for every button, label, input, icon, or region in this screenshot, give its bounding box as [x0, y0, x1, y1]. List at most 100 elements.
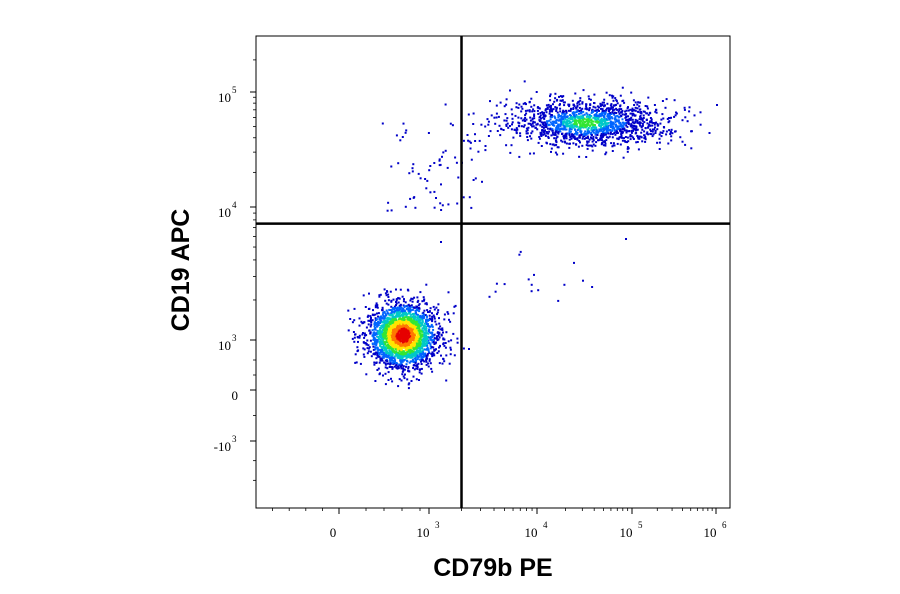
event-dot: [391, 318, 394, 321]
event-dot: [429, 307, 432, 310]
event-dot: [388, 349, 391, 352]
event-dot: [517, 116, 520, 119]
event-dot: [390, 357, 393, 360]
event-dot: [519, 134, 522, 137]
event-dot: [389, 322, 391, 325]
event-dot: [389, 321, 392, 324]
event-dot: [401, 357, 404, 360]
event-dot: [442, 331, 444, 334]
event-dot: [419, 316, 422, 318]
event-dot: [407, 349, 410, 352]
event-dot: [404, 373, 406, 376]
event-dot: [555, 126, 558, 129]
event-dot: [421, 327, 424, 330]
event-dot: [456, 337, 459, 340]
event-dot: [564, 135, 567, 138]
event-dot: [629, 135, 632, 138]
event-dot: [503, 105, 506, 108]
event-dot: [574, 117, 577, 119]
event-dot: [517, 106, 520, 109]
event-dot: [383, 337, 386, 340]
event-dot: [389, 356, 392, 359]
event-dot: [590, 111, 593, 114]
event-dot: [376, 354, 379, 357]
event-dot: [386, 362, 389, 365]
event-dot: [557, 132, 560, 135]
event-dot: [414, 329, 417, 332]
event-dot: [556, 128, 559, 131]
event-dot: [381, 309, 384, 312]
event-dot: [585, 107, 588, 110]
event-dot: [392, 359, 395, 362]
event-dot: [578, 119, 581, 122]
event-dot: [557, 127, 560, 130]
event-dot: [406, 378, 409, 381]
event-dot: [390, 348, 393, 351]
event-dot: [587, 127, 590, 130]
event-dot: [551, 123, 554, 126]
event-dot: [565, 109, 567, 112]
event-dot: [363, 336, 366, 339]
event-dot: [564, 121, 567, 124]
event-dot: [466, 134, 469, 136]
event-dot: [613, 144, 616, 147]
event-dot: [411, 351, 414, 354]
event-dot: [679, 136, 682, 139]
event-dot: [595, 129, 598, 132]
event-dot: [617, 120, 620, 123]
event-dot: [518, 155, 521, 158]
event-dot: [601, 135, 604, 138]
event-dot: [441, 204, 444, 207]
event-dot: [669, 133, 672, 135]
event-dot: [404, 319, 407, 322]
event-dot: [593, 117, 596, 120]
event-dot: [399, 288, 402, 291]
event-dot: [399, 337, 402, 340]
event-dot: [609, 111, 612, 114]
event-dot: [423, 339, 426, 342]
event-dot: [590, 126, 593, 129]
event-dot: [480, 123, 483, 126]
event-dot: [588, 144, 591, 147]
event-dot: [423, 334, 426, 337]
event-dot: [413, 306, 415, 309]
event-dot: [637, 136, 640, 139]
event-dot: [555, 107, 558, 110]
event-dot: [539, 114, 542, 117]
event-dot: [409, 328, 412, 331]
event-dot: [518, 122, 521, 125]
event-dot: [427, 350, 430, 353]
event-dot: [419, 347, 422, 350]
event-dot: [401, 338, 404, 341]
event-dot: [512, 136, 515, 139]
event-dot: [385, 344, 388, 347]
event-dot: [601, 141, 604, 144]
y-tick-exponent: 3: [232, 434, 237, 444]
event-dot: [449, 320, 452, 323]
event-dot: [408, 340, 411, 342]
event-dot: [526, 136, 529, 138]
event-dot: [415, 319, 418, 322]
event-dot: [549, 128, 552, 130]
event-dot: [526, 132, 529, 135]
x-tick-label: 10: [704, 525, 717, 540]
event-dot: [428, 329, 430, 332]
event-dot: [593, 102, 595, 104]
event-dot: [626, 150, 629, 153]
event-dot: [409, 344, 412, 346]
event-dot: [612, 99, 615, 102]
event-dot: [409, 299, 412, 302]
event-dot: [390, 366, 393, 368]
event-dot: [527, 278, 530, 281]
event-dot: [525, 130, 528, 133]
event-dot: [587, 119, 590, 122]
event-dot: [387, 338, 390, 341]
event-dot: [440, 354, 442, 357]
event-dot: [611, 111, 614, 114]
event-dot: [389, 330, 391, 333]
event-dot: [640, 112, 643, 115]
event-dot: [401, 355, 404, 358]
event-dot: [573, 105, 576, 107]
event-dot: [525, 127, 528, 130]
event-dot: [642, 110, 645, 113]
